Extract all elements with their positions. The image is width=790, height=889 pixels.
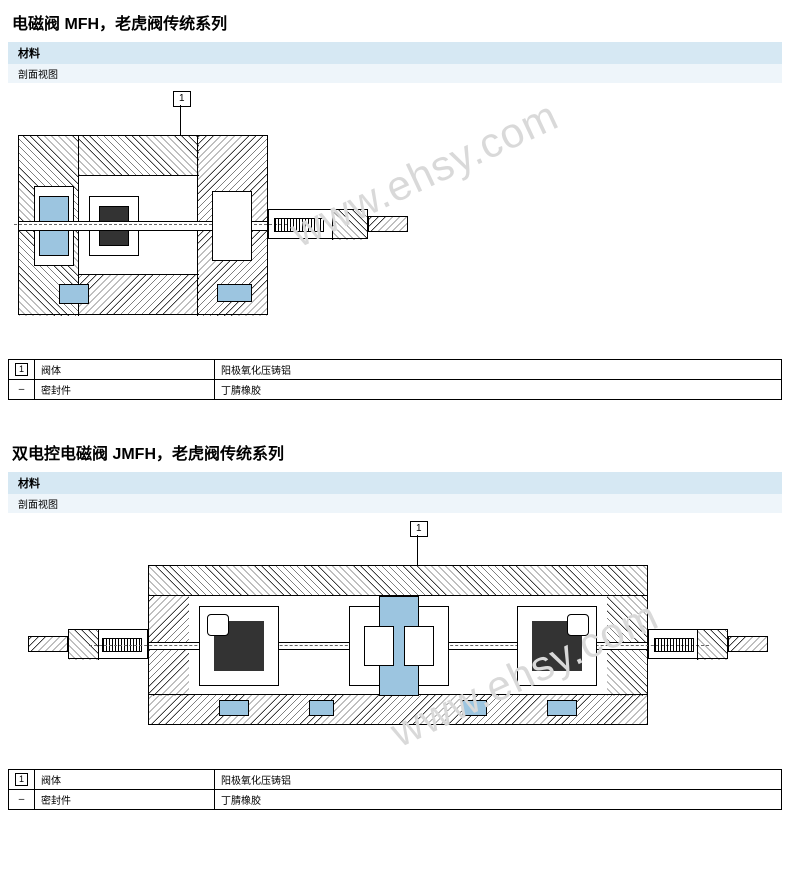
row-index: – [9, 380, 35, 400]
table-row: 1 阀体 阳极氧化压铸铝 [9, 770, 782, 790]
view-label: 剖面视图 [8, 494, 782, 513]
valve-body-outline [148, 565, 648, 725]
row-name: 密封件 [35, 380, 215, 400]
section-mfh: 电磁阀 MFH，老虎阀传统系列 材料 剖面视图 1 [0, 0, 790, 400]
material-header: 材料 [8, 42, 782, 64]
row-index: 1 [15, 363, 28, 376]
section-title: 双电控电磁阀 JMFH，老虎阀传统系列 [0, 430, 790, 472]
solenoid-stem-right [728, 636, 768, 652]
callout-leader [417, 535, 418, 565]
table-row: – 密封件 丁腈橡胶 [9, 790, 782, 810]
row-material: 阳极氧化压铸铝 [215, 360, 782, 380]
material-header: 材料 [8, 472, 782, 494]
view-label: 剖面视图 [8, 64, 782, 83]
table-row: 1 阀体 阳极氧化压铸铝 [9, 360, 782, 380]
row-index: – [9, 790, 35, 810]
row-name: 阀体 [35, 770, 215, 790]
row-material: 丁腈橡胶 [215, 380, 782, 400]
section-title: 电磁阀 MFH，老虎阀传统系列 [0, 0, 790, 42]
solenoid-stem [368, 216, 408, 232]
cross-section-diagram-mfh: 1 [8, 91, 782, 351]
valve-body-outline [18, 135, 268, 315]
section-jmfh: 双电控电磁阀 JMFH，老虎阀传统系列 材料 剖面视图 1 [0, 430, 790, 810]
solenoid-housing [268, 209, 368, 239]
cross-section-diagram-jmfh: 1 [8, 521, 782, 761]
row-material: 阳极氧化压铸铝 [215, 770, 782, 790]
row-name: 阀体 [35, 360, 215, 380]
materials-table-mfh: 1 阀体 阳极氧化压铸铝 – 密封件 丁腈橡胶 [8, 359, 782, 400]
callout-label: 1 [410, 521, 428, 537]
table-row: – 密封件 丁腈橡胶 [9, 380, 782, 400]
row-material: 丁腈橡胶 [215, 790, 782, 810]
solenoid-housing-right [648, 629, 728, 659]
callout-leader [180, 105, 181, 135]
row-name: 密封件 [35, 790, 215, 810]
solenoid-stem-left [28, 636, 68, 652]
materials-table-jmfh: 1 阀体 阳极氧化压铸铝 – 密封件 丁腈橡胶 [8, 769, 782, 810]
callout-label: 1 [173, 91, 191, 107]
solenoid-housing-left [68, 629, 148, 659]
row-index: 1 [15, 773, 28, 786]
